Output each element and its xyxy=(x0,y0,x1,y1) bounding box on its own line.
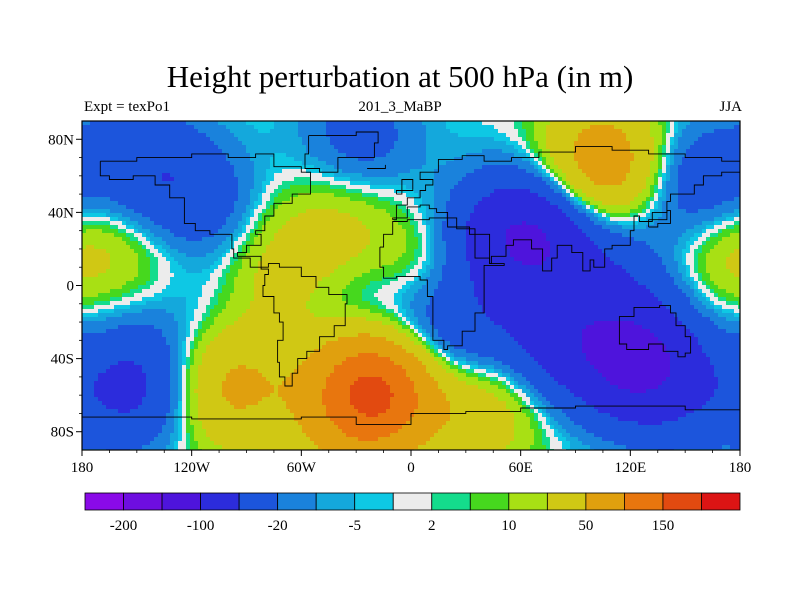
run-label: 201_3_MaBP xyxy=(358,99,442,115)
x-axis: 180 120W 60W 0 60E 120E 180 xyxy=(71,450,752,476)
colorbar-swatch xyxy=(315,492,356,511)
x-tick-label: 180 xyxy=(729,460,752,476)
colorbar-swatch xyxy=(701,492,741,511)
colorbar-label: -20 xyxy=(268,518,288,534)
coastline-segment xyxy=(648,210,671,228)
colorbar-swatch xyxy=(123,492,163,511)
colorbar-swatch xyxy=(662,492,702,511)
colorbar-swatch xyxy=(546,492,587,511)
x-tick-label: 60W xyxy=(287,460,317,476)
colorbar-label: 150 xyxy=(652,518,675,534)
colorbar-swatch xyxy=(277,492,317,511)
colorbar-swatch xyxy=(238,492,279,511)
colorbar-swatch xyxy=(200,492,240,511)
colorbar-label: 2 xyxy=(428,518,436,534)
colorbar-swatch xyxy=(161,492,201,511)
x-tick-label: 120W xyxy=(173,460,211,476)
y-tick-label: 40N xyxy=(48,205,74,221)
colorbar-swatch xyxy=(392,492,433,511)
x-tick-label: 180 xyxy=(71,460,94,476)
coastline xyxy=(82,131,740,425)
coastline-segment xyxy=(82,405,740,425)
colorbar-label: -200 xyxy=(110,518,138,534)
colorbar-swatch xyxy=(469,492,510,511)
colorbar-swatch xyxy=(508,492,548,511)
y-tick-label: 40S xyxy=(51,352,74,368)
colorbar-label: 10 xyxy=(501,518,516,534)
y-tick-label: 80S xyxy=(51,425,74,441)
coastline-segment xyxy=(392,146,740,272)
colorbar-swatch xyxy=(431,492,471,511)
x-tick-label: 120E xyxy=(614,460,646,476)
colorbar-swatch xyxy=(354,492,394,511)
colorbar-label: -5 xyxy=(348,518,361,534)
coastline-segment xyxy=(99,153,348,387)
y-axis: 80N 40N 0 40S 80S xyxy=(48,132,82,441)
coastline-segment xyxy=(304,131,379,173)
experiment-label: Expt = texPo1 xyxy=(84,99,170,115)
season-label: JJA xyxy=(719,99,742,115)
x-tick-label: 60E xyxy=(509,460,533,476)
contour-field xyxy=(82,121,740,450)
y-tick-label: 80N xyxy=(48,132,74,148)
coastline-segment xyxy=(379,217,505,350)
coastline-segment xyxy=(618,305,692,358)
colorbar: -200 -100 -20 -5 2 10 50 150 xyxy=(84,492,741,534)
colorbar-swatch xyxy=(624,492,664,511)
x-tick-label: 0 xyxy=(407,460,415,476)
coastline-segment xyxy=(367,164,386,169)
chart-title: Height perturbation at 500 hPa (in m) xyxy=(166,59,634,94)
colorbar-label: -100 xyxy=(187,518,215,534)
coastline-segment xyxy=(395,179,414,195)
colorbar-label: 50 xyxy=(578,518,593,534)
y-tick-label: 0 xyxy=(67,279,75,295)
colorbar-swatch xyxy=(585,492,625,511)
colorbar-swatch xyxy=(84,492,124,511)
